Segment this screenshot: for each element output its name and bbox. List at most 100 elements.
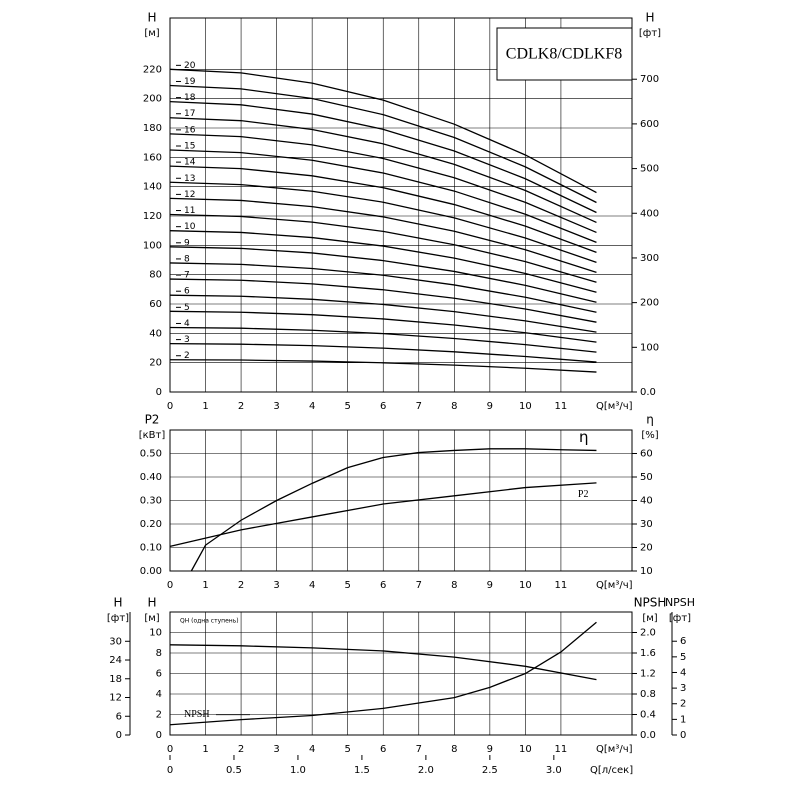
x-tick-label: 11 (555, 744, 568, 755)
series-label: P2 (578, 489, 589, 500)
x-tick-label: 1 (202, 744, 208, 755)
y4-axis-unit: [фт] (669, 613, 691, 624)
series-label: NPSH (184, 709, 210, 720)
x-tick-label: 6 (380, 744, 386, 755)
y4-axis-label: NPSH (665, 596, 695, 609)
y-tick-label: 40 (149, 328, 162, 339)
y-tick-label: 60 (149, 299, 162, 310)
y-tick-label: 0.00 (140, 566, 162, 577)
chart-title: CDLK8/CDLKF8 (506, 46, 622, 63)
y3-tick-label: 18 (109, 674, 122, 685)
curve-label: 6 (184, 287, 190, 297)
y2-tick-label: 0.4 (640, 710, 656, 721)
x-tick-label: 4 (309, 744, 315, 755)
x2-tick-label: 0 (167, 765, 173, 776)
series-line (169, 181, 597, 263)
y3-tick-label: 6 (116, 711, 122, 722)
y2-tick-label: 40 (640, 496, 653, 507)
x-tick-label: 7 (416, 580, 422, 591)
y-axis-unit: [м] (144, 613, 159, 624)
y4-tick-label: 0 (680, 730, 686, 741)
series-label: η (579, 428, 589, 446)
y-tick-label: 0.30 (140, 496, 162, 507)
series-line (190, 448, 597, 572)
series-line (169, 68, 597, 194)
y-tick-label: 180 (143, 123, 162, 134)
series-line (169, 294, 597, 333)
y2-tick-label: 500 (640, 164, 659, 175)
y3-axis-unit: [фт] (107, 613, 129, 624)
y2-tick-label: 0.0 (640, 730, 656, 741)
y2-tick-label: 0.8 (640, 689, 656, 700)
x-tick-label: 10 (519, 580, 532, 591)
x2-tick-label: 3.0 (546, 765, 562, 776)
x-tick-label: 0 (167, 580, 173, 591)
series-line (169, 149, 597, 244)
x-tick-label: 2 (238, 744, 244, 755)
y-tick-label: 200 (143, 94, 162, 105)
y2-axis-label: H (645, 11, 654, 25)
y4-tick-label: 6 (680, 636, 686, 647)
y2-axis-unit: [м] (642, 613, 657, 624)
y-axis-label: P2 (145, 413, 160, 427)
x-tick-label: 0 (167, 401, 173, 412)
x-axis-label: Q[м³/ч] (596, 744, 633, 755)
y-tick-label: 0.10 (140, 543, 162, 554)
x-tick-label: 11 (555, 401, 568, 412)
x-tick-label: 4 (309, 580, 315, 591)
series-line (169, 84, 597, 204)
curve-label: 8 (184, 254, 190, 264)
x-axis-label: Q[м³/ч] (596, 401, 633, 412)
y4-tick-label: 4 (680, 667, 686, 678)
y-tick-label: 8 (156, 648, 162, 659)
curve-label: 16 (184, 125, 196, 135)
curve-label: 7 (184, 271, 190, 281)
x-tick-label: 6 (380, 580, 386, 591)
y-tick-label: 0.40 (140, 472, 162, 483)
x-tick-label: 6 (380, 401, 386, 412)
y2-tick-label: 200 (640, 298, 659, 309)
x-tick-label: 9 (487, 580, 493, 591)
x-tick-label: 10 (519, 744, 532, 755)
y4-tick-label: 5 (680, 652, 686, 663)
y2-tick-label: 100 (640, 342, 659, 353)
series-line (169, 165, 597, 253)
y2-axis-label: η (646, 413, 654, 427)
series-line (169, 100, 597, 214)
y2-tick-label: 600 (640, 119, 659, 130)
x-tick-label: 8 (451, 401, 457, 412)
x-tick-label: 7 (416, 401, 422, 412)
y-tick-label: 160 (143, 152, 162, 163)
y-axis-label: H (147, 11, 156, 25)
y4-tick-label: 3 (680, 683, 686, 694)
y-tick-label: 10 (149, 628, 162, 639)
curve-label: 4 (184, 319, 190, 329)
curve-label: 10 (184, 222, 196, 232)
y2-tick-label: 1.2 (640, 669, 656, 680)
y3-tick-label: 24 (109, 655, 122, 666)
series-label: QH (одна ступень) (180, 618, 239, 625)
y2-axis-label: NPSH (634, 596, 667, 610)
curve-label: 17 (184, 109, 195, 119)
curve-label: 3 (184, 335, 190, 345)
series-line (169, 342, 597, 363)
x-tick-label: 5 (345, 401, 351, 412)
y-tick-label: 4 (156, 689, 162, 700)
x-tick-label: 9 (487, 401, 493, 412)
curve-label: 9 (184, 238, 190, 248)
y-axis-unit: [м] (144, 28, 159, 39)
y2-tick-label: 2.0 (640, 628, 656, 639)
series-line (169, 246, 597, 303)
y2-tick-label: 20 (640, 543, 653, 554)
y3-tick-label: 12 (109, 693, 122, 704)
y-axis-label: H (147, 596, 156, 610)
y3-axis-label: H (113, 596, 122, 610)
y-tick-label: 2 (156, 710, 162, 721)
x2-tick-label: 1.0 (290, 765, 306, 776)
x2-tick-label: 2.5 (482, 765, 498, 776)
curve-label: 5 (184, 303, 190, 313)
series-line (169, 278, 597, 323)
curve-label: 15 (184, 142, 195, 152)
x-tick-label: 9 (487, 744, 493, 755)
